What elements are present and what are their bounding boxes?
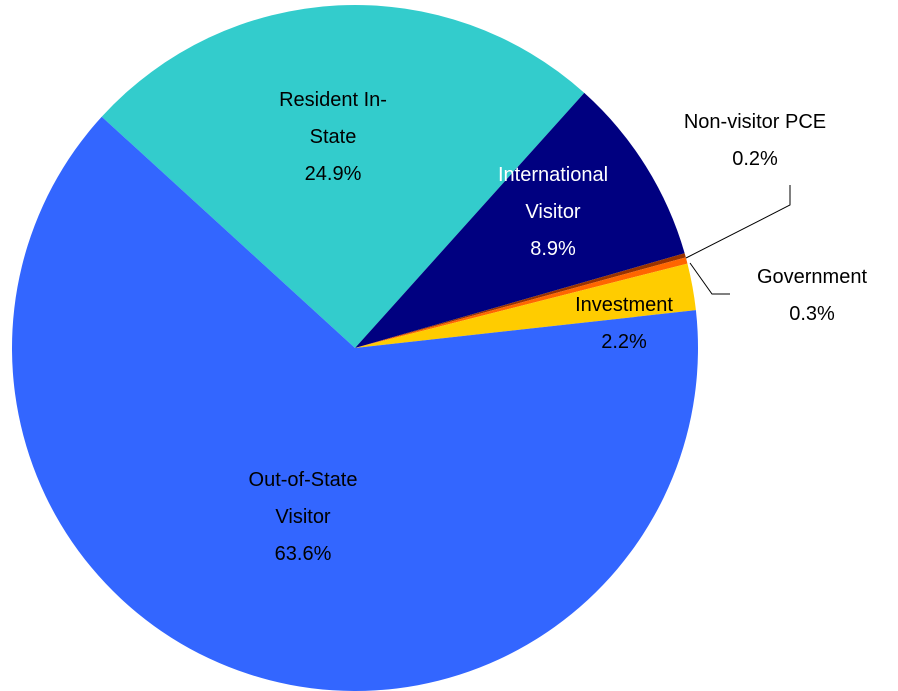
pie-slice: [355, 92, 685, 349]
category-label: Investment: [575, 294, 673, 316]
value-label: 0.3%: [789, 303, 835, 325]
value-label: 0.2%: [732, 148, 778, 170]
leader-line: [685, 185, 791, 259]
slice-label: Non-visitor PCE 0.2%: [660, 104, 850, 178]
pie-slice: [101, 4, 585, 348]
value-label: 8.9%: [530, 238, 576, 260]
leader-line: [689, 262, 730, 295]
category-label: Out-of-State Visitor: [248, 469, 358, 528]
value-label: 2.2%: [601, 331, 647, 353]
category-label: Non-visitor PCE: [683, 111, 827, 133]
slices: [12, 4, 698, 691]
value-label: 24.9%: [304, 163, 362, 185]
slice-label: Investment 2.2%: [529, 287, 719, 361]
slice-label: Out-of-State Visitor 63.6%: [208, 462, 398, 573]
category-label: Government: [756, 266, 868, 288]
pie-slice: [355, 263, 696, 348]
pie-slice: [355, 257, 688, 348]
value-label: 63.6%: [274, 543, 332, 565]
slice-label: International Visitor 8.9%: [458, 157, 648, 268]
category-label: Resident In-State: [279, 89, 387, 148]
category-label: International Visitor: [497, 164, 609, 223]
pie-slice: [355, 253, 686, 348]
pie-slice: [12, 116, 698, 691]
slice-label: Government 0.3%: [717, 259, 898, 333]
slice-label: Resident In-State 24.9%: [238, 82, 428, 193]
